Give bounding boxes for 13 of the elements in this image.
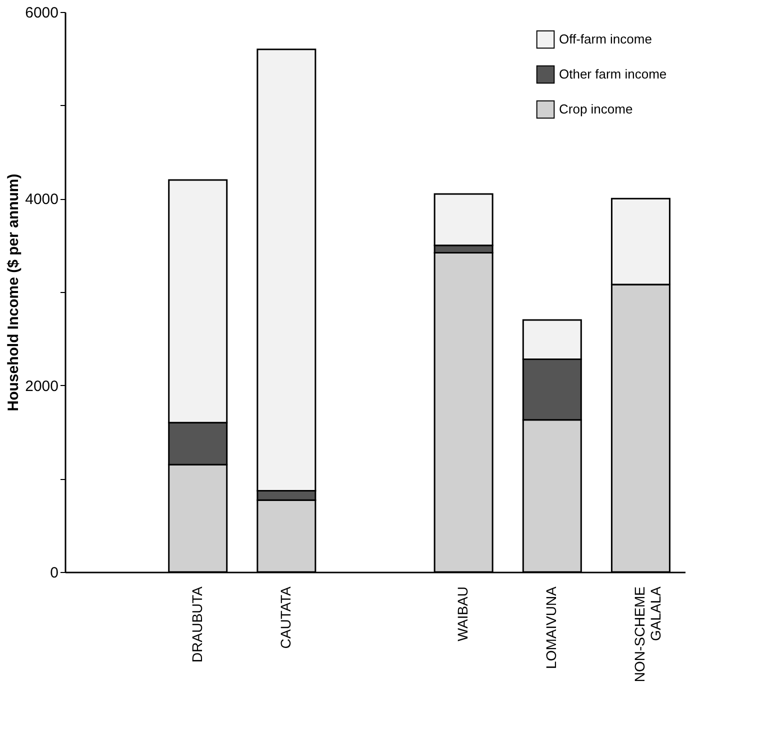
x-tick-label: CAUTATA	[277, 586, 294, 649]
y-tick-label: 2000	[25, 378, 58, 395]
y-tick-label: 0	[50, 564, 58, 582]
x-tick-label: NON-SCHEME GALALA	[632, 586, 664, 682]
y-tick-label: 4000	[25, 191, 58, 208]
legend-label: Other farm income	[559, 66, 667, 82]
x-tick-label: WAIBAU	[454, 586, 471, 642]
y-axis-title: Household Income ($ per annum)	[5, 174, 22, 412]
x-tick-label: DRAUBUTA	[188, 586, 205, 662]
x-tick-label: LOMAIVUNA	[543, 586, 560, 669]
legend-label: Off-farm income	[559, 32, 652, 46]
legend-label: Crop income	[559, 102, 633, 116]
y-tick-label: 6000	[25, 4, 58, 22]
